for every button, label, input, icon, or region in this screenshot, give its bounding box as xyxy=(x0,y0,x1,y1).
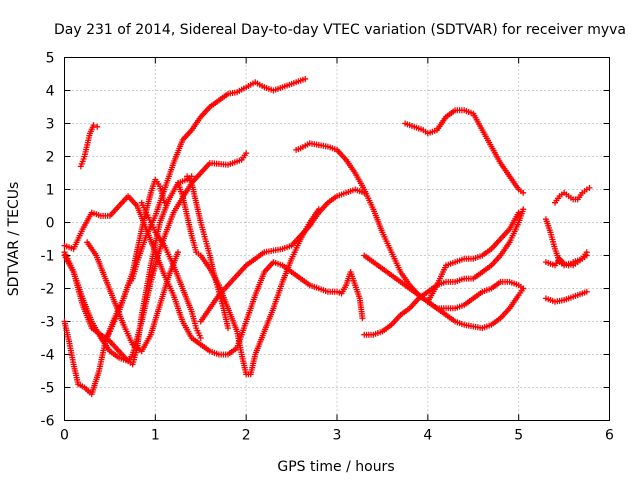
data-point xyxy=(243,150,250,157)
series-sat-d xyxy=(61,193,366,358)
series-sat-p xyxy=(424,209,522,305)
data-point xyxy=(520,189,527,196)
y-tick-label: -6 xyxy=(41,414,55,430)
series-sat-i xyxy=(175,179,322,378)
data-point xyxy=(90,122,97,129)
y-tick-label: 1 xyxy=(46,183,55,199)
series-sat-o xyxy=(402,107,527,196)
x-tick-label: 0 xyxy=(60,428,69,444)
series-sat-q xyxy=(542,288,590,305)
x-tick-label: 2 xyxy=(242,428,251,444)
data-marks xyxy=(61,75,593,398)
data-point xyxy=(225,325,231,332)
y-tick-label: -4 xyxy=(41,348,55,364)
y-tick-label: 0 xyxy=(46,216,55,232)
series-sat-b xyxy=(77,122,101,170)
data-point xyxy=(94,123,101,130)
series-sat-g xyxy=(102,75,309,345)
y-axis-title: SDTVAR / TECUs xyxy=(6,182,22,297)
data-point xyxy=(520,206,527,213)
y-tick-label: 4 xyxy=(46,84,55,100)
data-point xyxy=(515,209,522,216)
x-tick-label: 1 xyxy=(151,428,160,444)
y-tick-label: -3 xyxy=(41,315,55,331)
series-sat-s xyxy=(542,216,590,269)
y-tick-label: 3 xyxy=(46,117,55,133)
x-tick-label: 4 xyxy=(423,428,432,444)
series-sat-k xyxy=(197,186,368,325)
data-point xyxy=(520,285,527,292)
y-tick-label: -1 xyxy=(41,249,55,265)
chart-title: Day 231 of 2014, Sidereal Day-to-day VTE… xyxy=(54,22,626,38)
y-tick-label: -2 xyxy=(41,282,55,298)
grid xyxy=(64,57,610,421)
data-point xyxy=(197,335,204,341)
series-sat-j xyxy=(184,173,231,332)
data-point xyxy=(175,249,182,256)
x-tick-label: 5 xyxy=(514,428,523,444)
y-tick-label: 5 xyxy=(46,51,55,67)
x-axis-title: GPS time / hours xyxy=(277,459,394,475)
y-tick-labels: -6 -5 -4 -3 -2 -1 0 1 2 3 4 5 xyxy=(41,51,55,430)
x-tick-labels: 0 1 2 3 4 5 6 xyxy=(60,428,614,444)
y-tick-label: 2 xyxy=(46,150,55,166)
data-point xyxy=(583,288,590,295)
y-tick-label: -5 xyxy=(41,381,55,397)
x-tick-label: 3 xyxy=(333,428,342,444)
plot-frame xyxy=(64,57,610,421)
series-sat-m xyxy=(361,206,527,338)
series-sat-t xyxy=(552,184,593,206)
data-point xyxy=(583,249,590,256)
data-point xyxy=(302,75,309,82)
series-sat-n xyxy=(361,252,527,312)
series-sat-h xyxy=(138,199,204,341)
data-point xyxy=(586,184,593,191)
data-point xyxy=(359,315,366,322)
x-tick-label: 6 xyxy=(605,428,614,444)
